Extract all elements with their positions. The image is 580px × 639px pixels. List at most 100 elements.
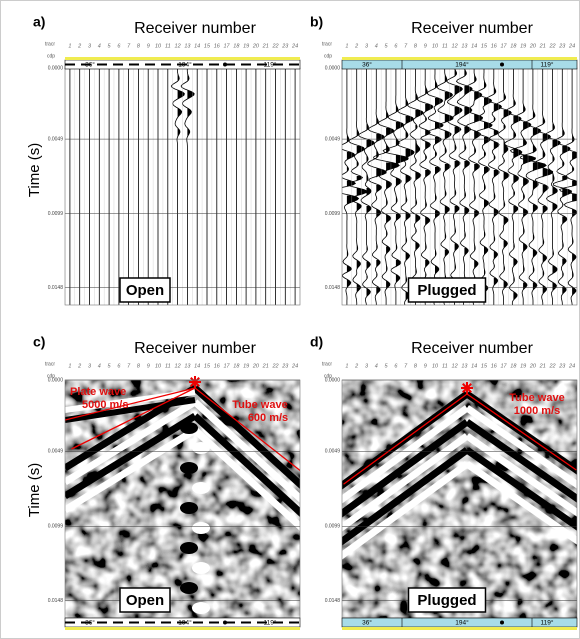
- receiver-number: 18: [233, 43, 240, 49]
- receiver-number: 8: [414, 363, 418, 369]
- event-band: [65, 413, 197, 499]
- receiver-number: 10: [432, 43, 439, 49]
- receiver-number: 8: [137, 363, 141, 369]
- time-label: 0.0099: [325, 211, 341, 217]
- receiver-number: 19: [520, 43, 526, 49]
- annotation: 5000 m/s: [82, 399, 128, 411]
- receiver-number: 10: [155, 43, 162, 49]
- panel-label: Open: [126, 282, 164, 299]
- receiver-number: 17: [501, 363, 508, 369]
- event-band: [192, 399, 300, 503]
- receiver-number: 19: [243, 43, 249, 49]
- receiver-number: 20: [252, 363, 260, 369]
- trace: [347, 68, 368, 305]
- panel-title: Receiver number: [411, 20, 534, 37]
- receiver-number: 11: [165, 363, 171, 369]
- angle-label: 194°: [178, 619, 192, 627]
- trace-fill: [484, 68, 493, 293]
- receiver-number: 14: [471, 363, 477, 369]
- angle-bar-edge: [65, 627, 300, 630]
- event-band: [65, 397, 196, 423]
- receiver-number: 9: [424, 43, 427, 49]
- receiver-number: 1: [345, 43, 348, 49]
- receiver-number: 2: [354, 43, 358, 49]
- trace: [170, 68, 185, 305]
- source-star: [462, 383, 472, 393]
- angle-marker: [500, 62, 504, 67]
- annotation: 600 m/s: [248, 412, 288, 424]
- label-box: [407, 587, 487, 613]
- receiver-number: 15: [481, 43, 488, 49]
- receiver-number: 24: [568, 43, 575, 49]
- receiver-number: 5: [385, 363, 389, 369]
- header-label: cdp: [47, 53, 55, 59]
- event-blob: [180, 422, 198, 434]
- receiver-number: 22: [548, 43, 555, 49]
- receiver-number: 12: [175, 43, 181, 49]
- trace-fill: [346, 68, 359, 305]
- receiver-number: 20: [529, 43, 537, 49]
- receiver-number: 4: [98, 363, 101, 369]
- receiver-number: 2: [354, 363, 358, 369]
- annotation: Plate wave: [70, 386, 126, 398]
- receiver-number: 3: [88, 43, 92, 49]
- receiver-number: 23: [558, 363, 566, 369]
- receiver-number: 13: [184, 363, 191, 369]
- header-label: tracr: [45, 361, 55, 367]
- trace: [446, 68, 464, 305]
- time-label: 0.0099: [48, 524, 64, 530]
- receiver-number: 2: [77, 43, 81, 49]
- receiver-number: 13: [184, 43, 191, 49]
- trace-fill: [572, 68, 577, 296]
- event-blob: [192, 442, 210, 454]
- receiver-number: 22: [271, 363, 278, 369]
- event-band: [192, 427, 300, 531]
- event-band: [65, 389, 196, 413]
- receiver-number: 17: [501, 43, 508, 49]
- receiver-number: 1: [68, 43, 71, 49]
- event-band: [342, 433, 470, 532]
- receiver-number: 3: [365, 363, 369, 369]
- receiver-number: 1: [68, 363, 71, 369]
- event-band: [342, 419, 470, 518]
- trace-fill: [552, 69, 561, 292]
- receiver-number: 17: [224, 363, 231, 369]
- label-box: [119, 587, 171, 613]
- receiver-number: 6: [394, 363, 398, 369]
- event-band: [65, 399, 197, 485]
- trace: [416, 68, 434, 305]
- header-label: tracr: [322, 361, 332, 367]
- trace: [475, 68, 493, 305]
- time-label: 0.0000: [325, 65, 341, 71]
- trace: [180, 68, 195, 305]
- trace: [519, 68, 547, 305]
- plot-area: [65, 380, 300, 618]
- receiver-number: 15: [204, 363, 211, 369]
- receiver-number: 16: [214, 363, 221, 369]
- trace: [544, 68, 561, 305]
- time-label: 0.0148: [325, 285, 341, 291]
- source-star: [190, 377, 200, 387]
- receiver-number: 14: [194, 43, 200, 49]
- receiver-number: 13: [461, 43, 468, 49]
- receiver-number: 7: [404, 363, 408, 369]
- event-blob: [180, 462, 198, 474]
- receiver-number: 23: [281, 43, 289, 49]
- receiver-number: 17: [224, 43, 231, 49]
- panel-letter: c): [33, 334, 45, 350]
- receiver-number: 5: [385, 43, 389, 49]
- panel-letter: b): [310, 14, 323, 30]
- label-box: [407, 277, 487, 303]
- trace: [495, 68, 512, 305]
- event-band: [465, 419, 577, 503]
- event-blob: [180, 542, 198, 554]
- receiver-number: 23: [558, 43, 566, 49]
- red-line: [65, 387, 196, 421]
- trace: [465, 68, 484, 305]
- annotation: Tube wave: [509, 392, 564, 404]
- time-label: 0.0049: [48, 136, 64, 142]
- trace: [552, 68, 572, 305]
- receiver-number: 15: [481, 363, 488, 369]
- receiver-number: 19: [520, 363, 526, 369]
